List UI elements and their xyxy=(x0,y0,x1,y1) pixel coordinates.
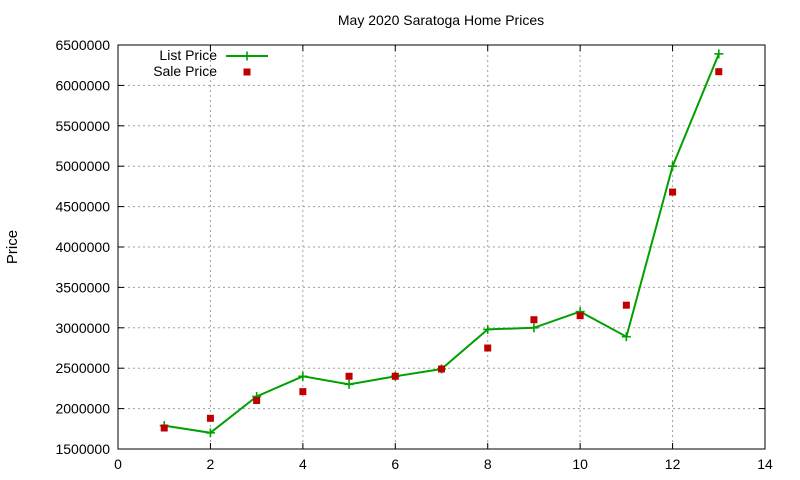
sale-price-point xyxy=(576,312,584,320)
y-tick-label: 4500000 xyxy=(55,199,110,215)
sale-price-point xyxy=(391,372,399,380)
sale-price-point xyxy=(484,344,492,352)
list-price-point xyxy=(714,49,724,59)
list-price-point xyxy=(483,324,493,334)
sale-price-point xyxy=(622,301,630,309)
legend-marker-list-price xyxy=(242,51,252,61)
sale-price-point xyxy=(669,188,677,196)
x-tick-label: 8 xyxy=(484,456,492,472)
y-tick-label: 1500000 xyxy=(55,441,110,457)
x-tick-label: 4 xyxy=(299,456,307,472)
x-tick-label: 10 xyxy=(572,456,588,472)
sale-price-point xyxy=(715,68,723,76)
sale-price-point xyxy=(530,316,538,324)
list-price-point xyxy=(529,323,539,333)
legend-label-sale-price: Sale Price xyxy=(153,63,217,79)
x-tick-label: 0 xyxy=(114,456,122,472)
list-price-point xyxy=(298,371,308,381)
legend-label-list-price: List Price xyxy=(159,47,217,63)
list-price-point xyxy=(668,161,678,171)
sale-price-point xyxy=(160,424,168,432)
sale-price-point xyxy=(345,372,353,380)
sale-price-point xyxy=(206,414,214,422)
axis-ticks: 0 2 4 6 8 10 12 14 1500000 2000000 2500000 3000000 3… xyxy=(55,37,773,472)
y-tick-label: 2500000 xyxy=(55,360,110,376)
list-price-point xyxy=(344,379,354,389)
y-tick-label: 5500000 xyxy=(55,118,110,134)
y-tick-label: 3000000 xyxy=(55,320,110,336)
y-axis-label: Price xyxy=(4,230,21,264)
chart-title: May 2020 Saratoga Home Prices xyxy=(338,12,544,28)
sale-price-point xyxy=(299,388,307,396)
y-tick-label: 3500000 xyxy=(55,279,110,295)
y-tick-label: 2000000 xyxy=(55,401,110,417)
sale-price-point xyxy=(438,365,445,373)
list-price-point xyxy=(205,428,215,438)
y-tick-label: 4000000 xyxy=(55,239,110,255)
x-tick-label: 12 xyxy=(665,456,681,472)
x-tick-label: 6 xyxy=(391,456,399,472)
plot-area-frame xyxy=(117,44,766,450)
series-layer xyxy=(159,49,724,438)
sale-price-point xyxy=(253,397,261,405)
legend-marker-sale-price xyxy=(243,68,251,76)
y-tick-label: 6500000 xyxy=(55,37,110,53)
grid-lines xyxy=(118,45,765,449)
x-tick-label: 14 xyxy=(757,456,773,472)
y-tick-label: 6000000 xyxy=(55,77,110,93)
list-price-point xyxy=(621,332,631,342)
list-price-line xyxy=(164,53,720,434)
y-tick-label: 5000000 xyxy=(55,158,110,174)
x-tick-label: 2 xyxy=(207,456,215,472)
